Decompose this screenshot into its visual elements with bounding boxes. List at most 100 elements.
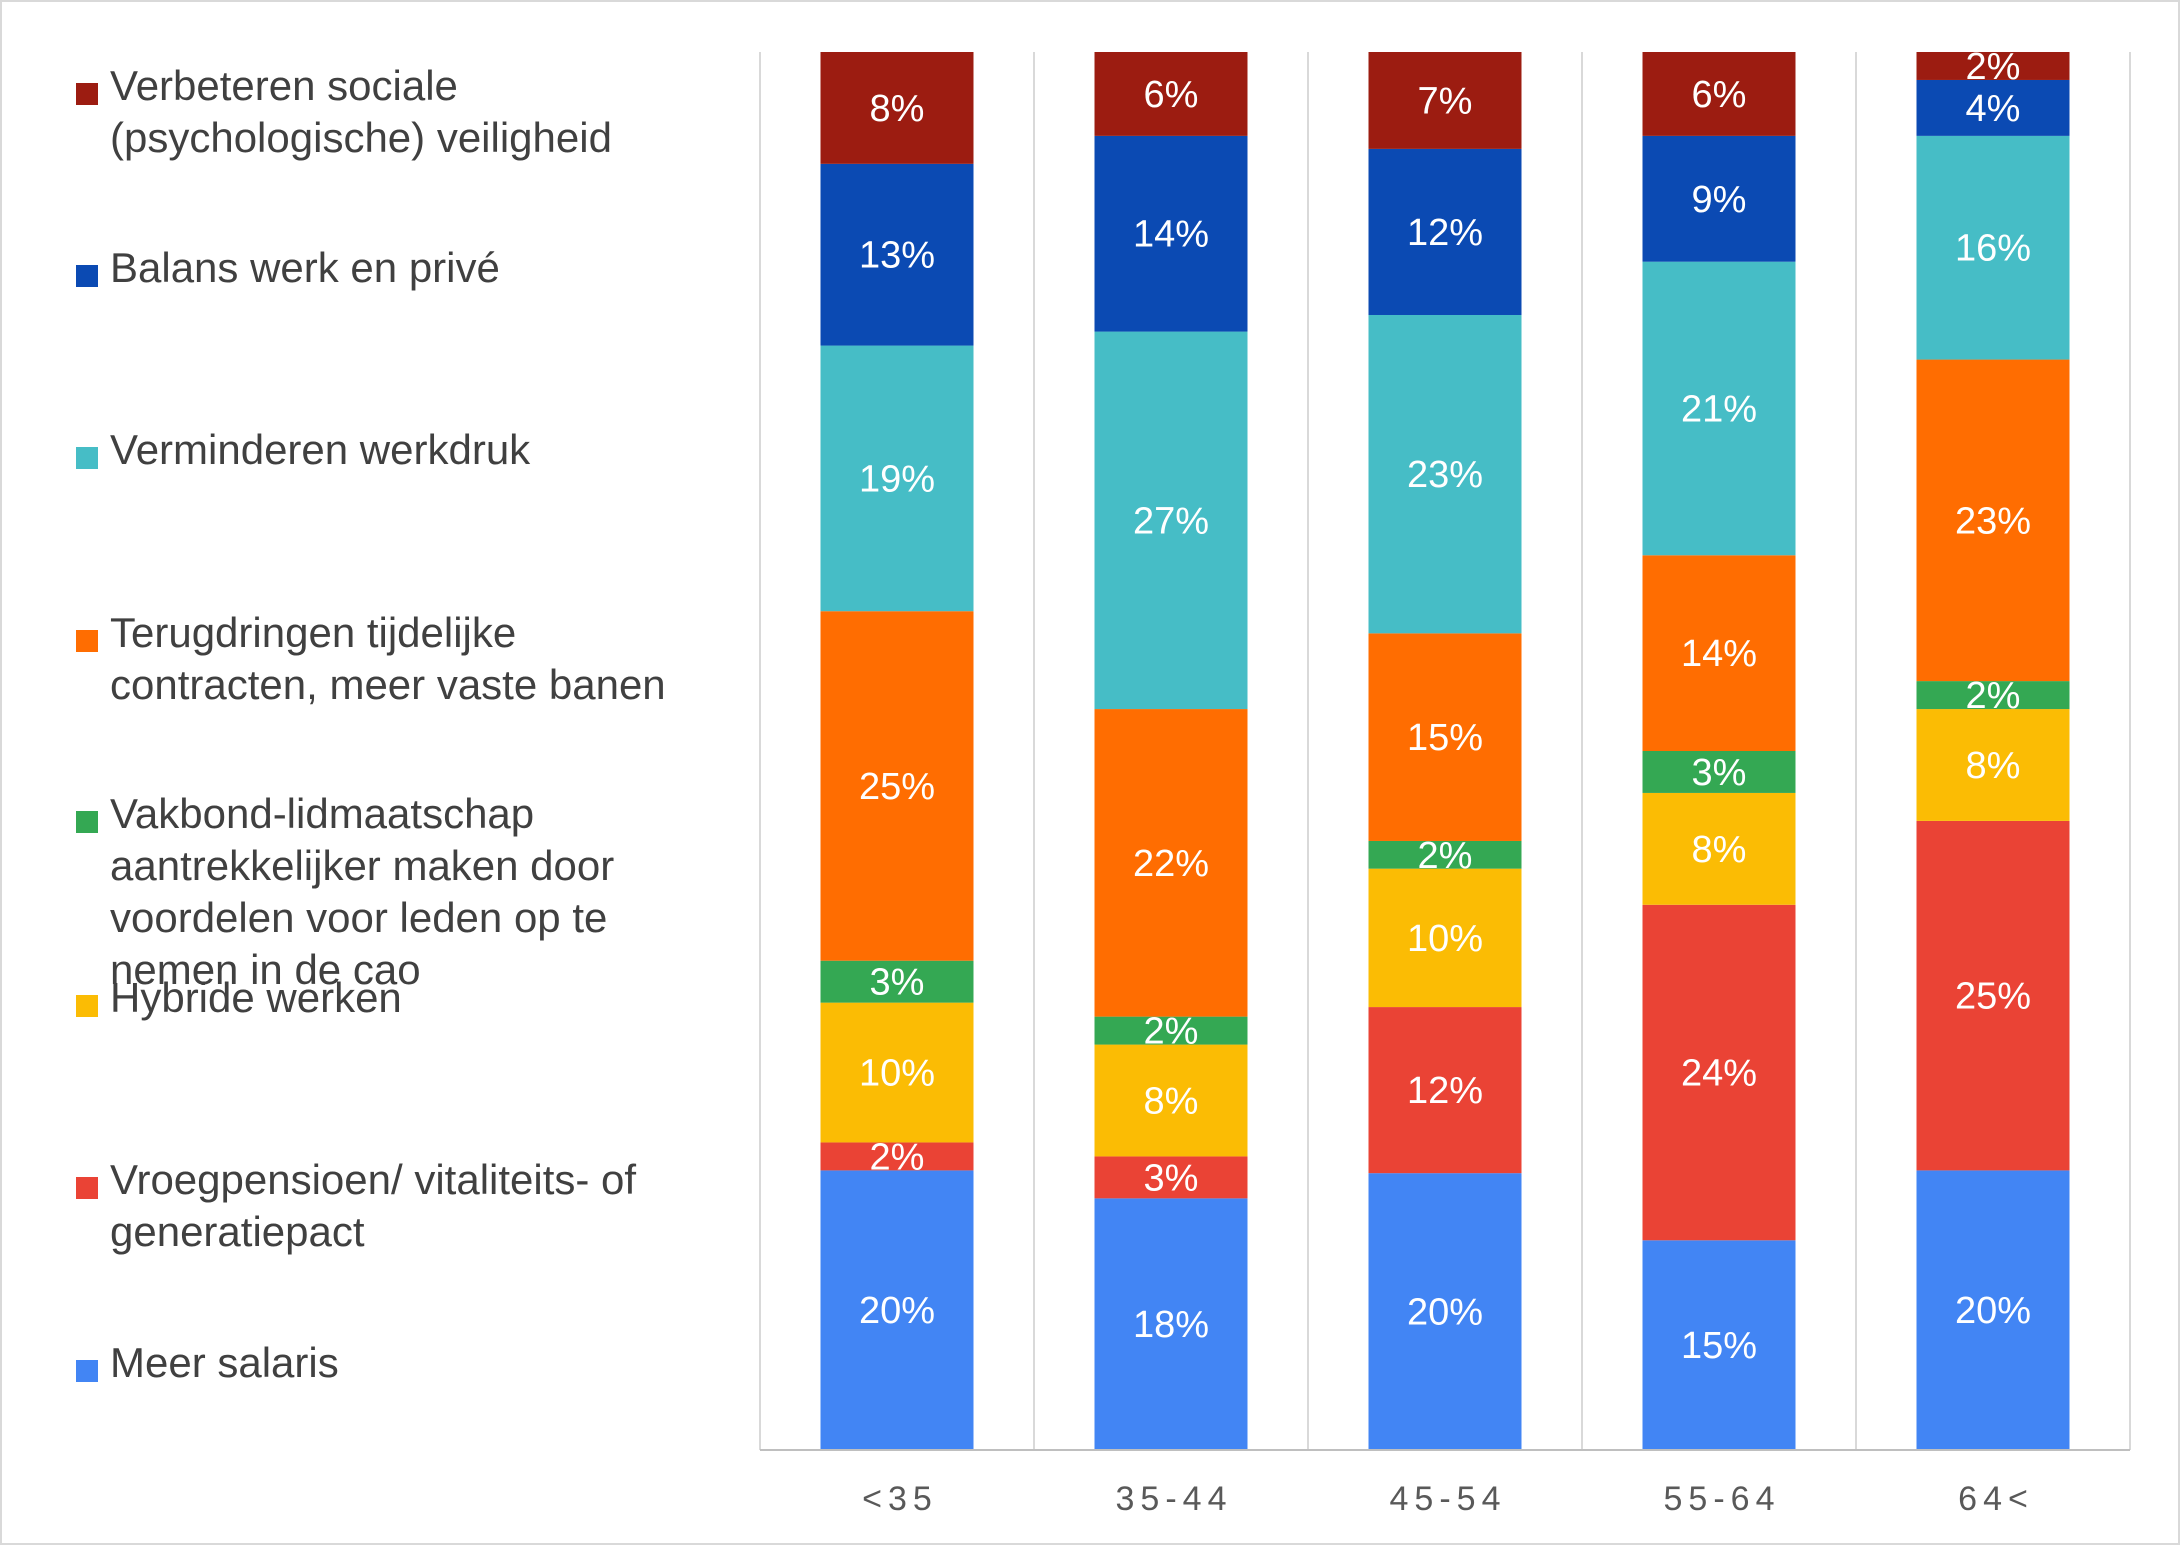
bar-segment xyxy=(820,163,974,346)
bar-segment xyxy=(1368,840,1522,869)
data-label: 25% xyxy=(859,766,935,808)
legend-swatch xyxy=(76,447,98,469)
bar-segment xyxy=(1642,904,1796,1241)
legend-label: Vroegpensioen/ vitaliteits- of xyxy=(110,1156,636,1203)
bar-segment xyxy=(1642,792,1796,905)
legend-entry: Terugdringen tijdelijke contracten, meer … xyxy=(76,609,666,708)
bar-segment xyxy=(820,52,974,164)
legend-entry: Meer salaris xyxy=(76,1339,339,1386)
data-label: 21% xyxy=(1681,388,1757,430)
data-label: 12% xyxy=(1407,1070,1483,1112)
bar-segment xyxy=(1916,681,2070,710)
data-label: 8% xyxy=(870,88,925,130)
data-label: 2% xyxy=(1966,675,2021,717)
data-label: 27% xyxy=(1133,500,1209,542)
bar-segment xyxy=(1916,820,2070,1171)
legend-label: nemen in de cao xyxy=(110,946,421,993)
legend-label: generatiepact xyxy=(110,1208,365,1255)
data-label: 2% xyxy=(1966,46,2021,88)
data-label: 3% xyxy=(1144,1157,1199,1199)
bar-segment xyxy=(1642,751,1796,793)
data-label: 8% xyxy=(1692,829,1747,871)
grid-lines xyxy=(759,52,2131,1450)
x-tick-label: 45-54 xyxy=(1390,1480,1507,1518)
data-label: 18% xyxy=(1133,1304,1209,1346)
data-label: 23% xyxy=(1407,454,1483,496)
x-tick-label: 64< xyxy=(1958,1480,2034,1518)
legend-swatch xyxy=(76,630,98,652)
legend-swatch xyxy=(76,265,98,287)
data-label: 14% xyxy=(1681,633,1757,675)
data-label: 3% xyxy=(1692,752,1747,794)
data-label: 20% xyxy=(1955,1290,2031,1332)
x-tick-label: 35-44 xyxy=(1116,1480,1233,1518)
data-label: 19% xyxy=(859,458,935,500)
legend-label: (psychologische) veiligheid xyxy=(110,114,612,161)
x-tick-label: <35 xyxy=(862,1480,938,1518)
legend-entry: Verbeteren sociale (psychologische) veili… xyxy=(76,62,612,161)
bar-segment xyxy=(1916,359,2070,682)
bar-segment xyxy=(1094,1016,1248,1045)
data-label: 10% xyxy=(1407,918,1483,960)
legend-label: aantrekkelijker maken door xyxy=(110,842,614,889)
data-label: 7% xyxy=(1418,80,1473,122)
bar-segment xyxy=(820,611,974,961)
x-tick-label: 55-64 xyxy=(1664,1480,1781,1518)
legend-swatch xyxy=(76,995,98,1017)
bar-segment xyxy=(1368,1173,1522,1450)
bar-segment xyxy=(820,1170,974,1450)
legend-entry: Vroegpensioen/ vitaliteits- of generatiep… xyxy=(76,1156,636,1255)
bar-segment xyxy=(1642,261,1796,556)
data-label: 6% xyxy=(1144,74,1199,116)
data-label: 22% xyxy=(1133,843,1209,885)
bar-segment xyxy=(1368,52,1522,149)
bar-segment xyxy=(820,1002,974,1143)
bar-segment xyxy=(1368,314,1522,634)
legend-label: Verbeteren sociale xyxy=(110,62,458,109)
legend-label: Balans werk en privé xyxy=(110,244,500,291)
legend: Verbeteren sociale (psychologische) veili… xyxy=(76,62,666,1386)
legend-label: Hybride werken xyxy=(110,974,402,1021)
data-label: 14% xyxy=(1133,214,1209,256)
legend-label: contracten, meer vaste banen xyxy=(110,661,666,708)
data-label: 23% xyxy=(1955,500,2031,542)
bar-segment xyxy=(1094,331,1248,710)
data-label: 10% xyxy=(859,1053,935,1095)
legend-label: voordelen voor leden op te xyxy=(110,894,607,941)
data-label: 15% xyxy=(1407,717,1483,759)
bar-segment xyxy=(1094,1156,1248,1199)
data-label: 16% xyxy=(1955,228,2031,270)
bar-segment xyxy=(1094,1044,1248,1157)
bar-segment xyxy=(1642,1240,1796,1450)
legend-swatch xyxy=(76,1177,98,1199)
legend-entry: Balans werk en privé xyxy=(76,244,500,291)
bar-segment xyxy=(820,345,974,612)
bar-segment xyxy=(1916,135,2070,360)
bar-segment xyxy=(1094,709,1248,1017)
bar-segment xyxy=(1642,52,1796,136)
legend-swatch xyxy=(76,1360,98,1382)
bar-segment xyxy=(1916,79,2070,136)
data-label: 25% xyxy=(1955,976,2031,1018)
legend-entry: Hybride werken xyxy=(76,974,402,1021)
legend-label: Terugdringen tijdelijke xyxy=(110,609,516,656)
data-label: 8% xyxy=(1144,1081,1199,1123)
legend-label: Meer salaris xyxy=(110,1339,339,1386)
bar-segment xyxy=(820,960,974,1003)
data-label: 2% xyxy=(870,1136,925,1178)
data-label: 2% xyxy=(1418,835,1473,877)
data-label: 2% xyxy=(1144,1011,1199,1053)
bar-segment xyxy=(1368,868,1522,1008)
legend-swatch xyxy=(76,811,98,833)
bar-segment xyxy=(1094,135,1248,332)
bar-segment xyxy=(1368,148,1522,315)
bar-segment xyxy=(1916,709,2070,821)
legend-label: Vakbond-lidmaatschap xyxy=(110,790,534,837)
bar-segment xyxy=(820,1142,974,1171)
bar-segment xyxy=(1642,135,1796,262)
data-label: 13% xyxy=(859,235,935,277)
bar-segment xyxy=(1916,52,2070,80)
data-label: 9% xyxy=(1692,179,1747,221)
